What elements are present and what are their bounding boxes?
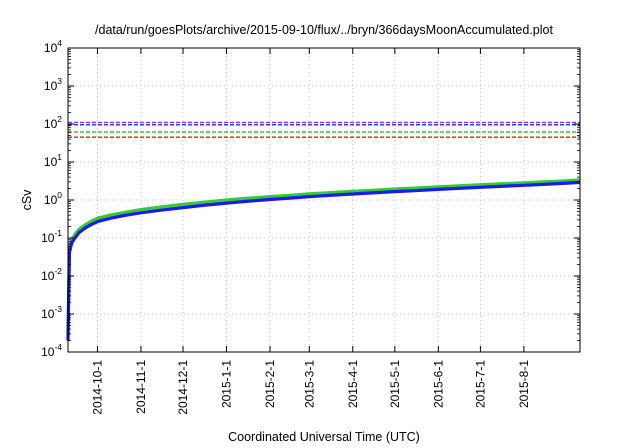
chart-title: /data/run/goesPlots/archive/2015-09-10/f… <box>95 23 553 37</box>
x-tick-label: 2014-12-1 <box>176 360 190 415</box>
series-lines <box>66 178 581 341</box>
x-tick-label: 2014-11-1 <box>134 360 148 414</box>
y-tick-label: 10-3 <box>41 304 62 321</box>
y-tick-label: 10-4 <box>41 342 62 359</box>
series-line <box>66 180 581 341</box>
x-tick-label: 2015-4-1 <box>346 360 360 408</box>
y-axis-title: cSv <box>20 189 34 211</box>
y-tick-label: 102 <box>44 114 62 131</box>
y-tick-label: 103 <box>44 76 62 93</box>
y-tick-label: 101 <box>44 152 62 169</box>
x-tick-label: 2015-2-1 <box>263 360 277 408</box>
limit-lines <box>68 121 580 138</box>
y-axis: 10-4 10-3 10-2 10-1 100 101 102 103 104 <box>41 38 580 359</box>
x-tick-label: 2015-5-1 <box>388 360 402 408</box>
x-axis-title: Coordinated Universal Time (UTC) <box>228 430 420 444</box>
y-tick-label: 104 <box>44 38 62 55</box>
gridlines <box>68 48 580 352</box>
x-tick-label: 2015-1-1 <box>220 360 234 408</box>
y-tick-label: 100 <box>44 190 62 207</box>
x-tick-label: 2014-10-1 <box>90 360 104 415</box>
x-axis: 2014-10-1 2014-11-1 2014-12-1 2015-1-1 2015-… <box>90 48 531 415</box>
x-tick-label: 2015-7-1 <box>473 360 487 408</box>
series-line <box>66 178 581 334</box>
x-tick-label: 2015-6-1 <box>431 360 445 408</box>
y-tick-label: 10-2 <box>41 266 62 283</box>
x-tick-label: 2015-8-1 <box>517 360 531 408</box>
y-tick-label: 10-1 <box>41 228 62 245</box>
x-tick-label: 2015-3-1 <box>302 360 316 408</box>
